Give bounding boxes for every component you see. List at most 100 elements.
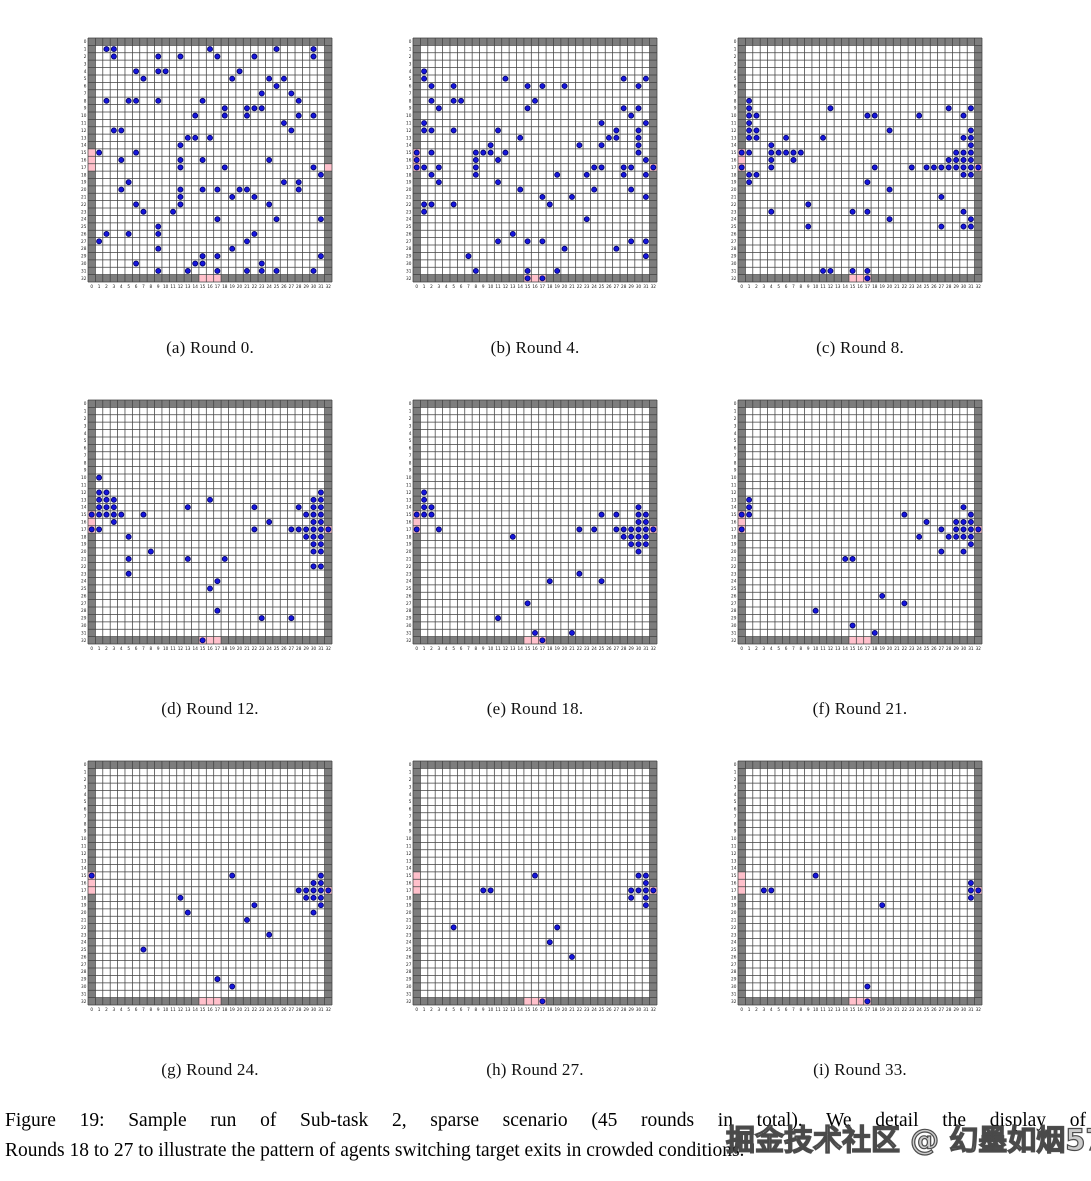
x-tick-label: 2 <box>755 1007 758 1012</box>
x-tick-label: 5 <box>452 646 455 651</box>
grid-background <box>413 38 657 282</box>
agent-dot <box>642 194 649 200</box>
y-tick-label: 26 <box>731 593 737 598</box>
y-tick-label: 28 <box>731 246 737 251</box>
agent-dot <box>628 238 635 245</box>
agent-dot <box>465 253 472 260</box>
agent-dot <box>967 142 974 149</box>
x-tick-label: 29 <box>303 1007 309 1012</box>
x-tick-label: 8 <box>800 1007 803 1012</box>
y-tick-label: 29 <box>406 254 412 259</box>
wall-right <box>324 768 332 998</box>
agent-dot <box>613 134 620 141</box>
x-tick-label: 28 <box>621 284 627 289</box>
subcaption-f: (f) Round 21. <box>812 699 908 718</box>
y-tick-label: 12 <box>731 128 737 133</box>
x-tick-label: 19 <box>880 1007 886 1012</box>
exit-cell <box>213 274 222 282</box>
exit-cell <box>738 871 746 880</box>
agent-dot <box>642 541 649 548</box>
y-tick-label: 12 <box>81 128 87 133</box>
agent-dot <box>258 267 265 274</box>
x-tick-label: 6 <box>460 646 463 651</box>
agent-dot <box>103 97 110 104</box>
y-tick-label: 31 <box>731 630 737 635</box>
agent-dot <box>96 504 103 511</box>
y-tick-label: 25 <box>731 947 737 952</box>
agent-dot <box>967 511 974 518</box>
agent-dot <box>628 541 635 548</box>
agent-dot <box>746 120 753 126</box>
agent-dot <box>317 533 324 540</box>
agent-dot <box>635 127 642 134</box>
x-tick-label: 20 <box>887 284 893 289</box>
agent-dot <box>953 533 960 540</box>
x-tick-label: 9 <box>807 284 810 289</box>
agent-dot <box>96 526 103 533</box>
x-tick-label: 12 <box>178 646 184 651</box>
x-tick-label: 28 <box>296 1007 302 1012</box>
x-tick-label: 32 <box>326 646 332 651</box>
x-tick-label: 8 <box>150 284 153 289</box>
y-tick-label: 6 <box>734 807 737 812</box>
x-tick-label: 18 <box>872 646 878 651</box>
y-tick-label: 32 <box>406 999 412 1004</box>
evacuation-grid-d: 0011223344556677889910101111121213131414… <box>81 399 333 651</box>
y-tick-label: 27 <box>81 601 87 606</box>
agent-dot <box>546 578 553 585</box>
y-tick-label: 6 <box>734 446 737 451</box>
agent-dot <box>428 83 435 90</box>
y-tick-label: 17 <box>406 888 412 893</box>
agent-dot <box>635 887 642 894</box>
agent-dot <box>495 179 501 186</box>
y-tick-label: 2 <box>409 54 412 59</box>
y-tick-label: 0 <box>734 762 737 767</box>
x-tick-label: 30 <box>311 646 317 651</box>
agent-dot <box>901 600 908 607</box>
y-tick-label: 8 <box>734 460 737 465</box>
agent-dot <box>110 46 117 53</box>
agent-dot <box>480 149 487 156</box>
y-tick-label: 6 <box>84 807 87 812</box>
agent-dot <box>746 171 753 178</box>
agent-dot <box>517 186 524 193</box>
agent-dot <box>221 164 228 171</box>
x-tick-label: 19 <box>555 646 561 651</box>
exit-cell <box>88 156 96 164</box>
agent-dot <box>295 186 302 193</box>
x-tick-label: 18 <box>547 284 553 289</box>
x-tick-label: 6 <box>785 1007 788 1012</box>
y-tick-label: 5 <box>409 76 412 81</box>
x-tick-label: 28 <box>296 646 302 651</box>
exit-cell <box>856 997 864 1005</box>
agent-dot <box>768 157 775 163</box>
x-tick-label: 8 <box>475 1007 478 1012</box>
x-tick-label: 31 <box>968 646 974 651</box>
y-tick-label: 24 <box>81 940 87 945</box>
x-tick-label: 32 <box>651 1007 657 1012</box>
y-tick-label: 31 <box>406 630 412 635</box>
x-tick-label: 1 <box>98 284 101 289</box>
grid-lines <box>412 37 658 283</box>
agent-dot <box>310 541 317 548</box>
evacuation-grid-c: 0011223344556677889910101111121213131414… <box>731 37 983 289</box>
x-tick-label: 13 <box>510 284 516 289</box>
agent-dot <box>628 164 635 171</box>
x-tick-label: 11 <box>820 646 826 651</box>
agent-dot <box>635 149 642 156</box>
y-tick-label: 21 <box>406 194 412 199</box>
exit-cell <box>848 636 857 644</box>
agent-dot <box>199 157 206 163</box>
agent-dot <box>310 887 317 894</box>
agent-dot <box>539 275 546 282</box>
x-tick-label: 30 <box>636 646 642 651</box>
y-tick-label: 7 <box>84 453 87 458</box>
y-tick-label: 24 <box>731 579 737 584</box>
grid-lines <box>87 399 333 645</box>
agent-dot <box>524 83 531 90</box>
agent-dot <box>125 230 132 237</box>
y-tick-label: 9 <box>734 829 737 834</box>
y-tick-label: 30 <box>81 623 87 628</box>
agent-dot <box>487 149 494 156</box>
agent-dot <box>310 112 317 119</box>
